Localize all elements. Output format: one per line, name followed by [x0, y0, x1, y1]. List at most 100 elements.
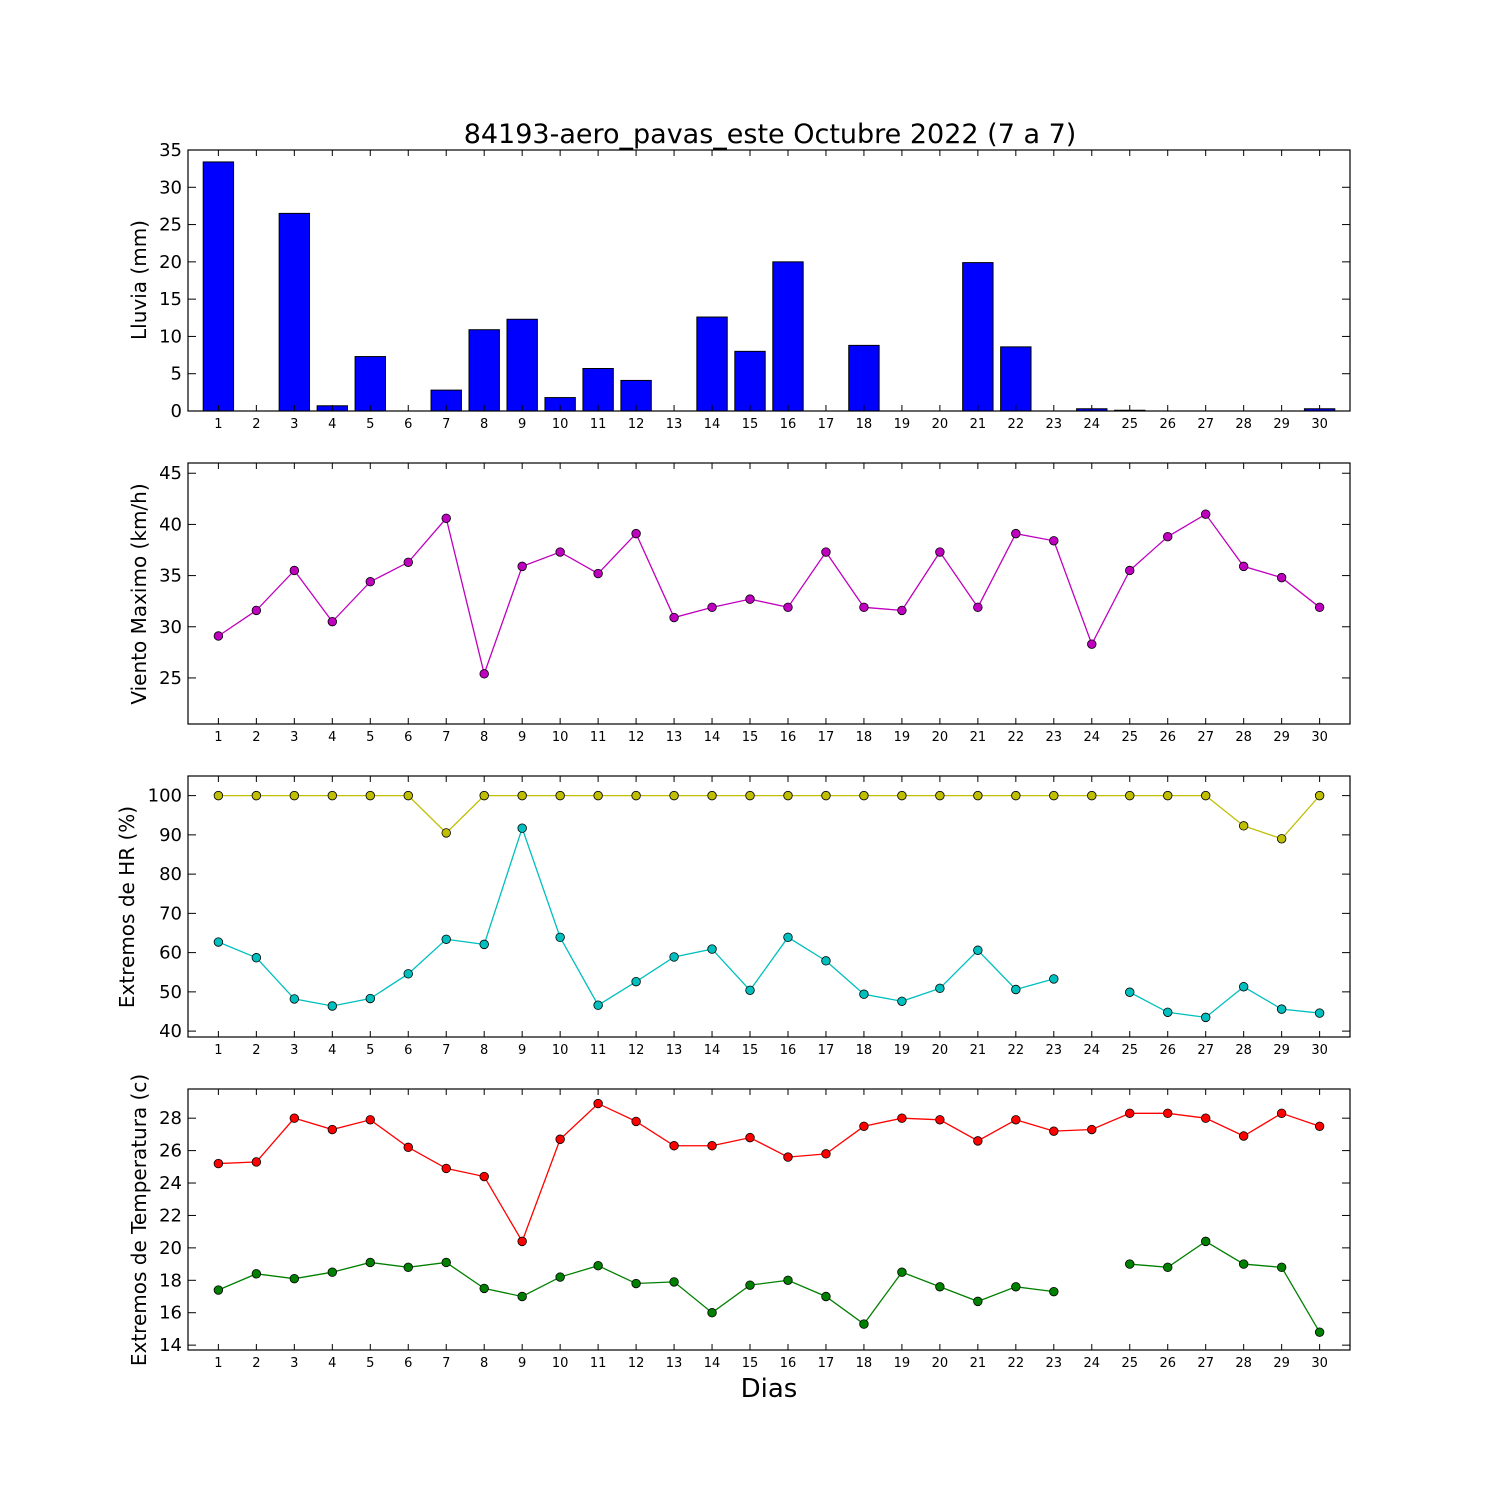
rain-xtick-label: 11	[590, 417, 607, 432]
temperature-data-point	[1163, 1108, 1173, 1119]
temperature-data-point	[289, 1273, 300, 1284]
humidity-series-line	[218, 794, 1321, 840]
temperature-xtick-label: 18	[856, 1356, 873, 1371]
wind-data-point	[821, 547, 831, 557]
temperature-xtick-label: 21	[970, 1356, 987, 1371]
rain-xtick-label: 30	[1311, 417, 1328, 432]
temperature-xtick-label: 5	[366, 1356, 374, 1371]
rain-xtick-label: 18	[856, 417, 873, 432]
humidity-data-point	[593, 790, 603, 801]
humidity-data-point	[1314, 790, 1325, 801]
temperature-data-point	[251, 1157, 262, 1167]
wind-series-line	[218, 513, 1321, 677]
rain-bars	[202, 161, 1336, 412]
wind-xtick-label: 27	[1197, 730, 1214, 745]
temperature-xtick-label: 30	[1311, 1356, 1328, 1371]
temperature-data-point	[1125, 1259, 1135, 1269]
temperature-xtick-label: 11	[590, 1356, 607, 1371]
rain-xtick-label: 5	[366, 417, 374, 432]
temperature-data-point	[1163, 1262, 1173, 1273]
wind-series	[213, 509, 1325, 679]
wind-data-point	[973, 602, 983, 613]
rain-ytick-label: 30	[159, 177, 182, 198]
temperature-data-point	[593, 1261, 603, 1271]
humidity-xtick-label: 5	[366, 1043, 374, 1058]
humidity-series	[213, 790, 1325, 1023]
rain-xtick-label: 13	[666, 417, 683, 432]
temperature-xtick-label: 23	[1046, 1356, 1063, 1371]
rain-xtick-label: 15	[742, 417, 759, 432]
wind-data-point	[631, 528, 641, 539]
wind-data-point	[745, 594, 755, 604]
humidity-data-point	[1276, 834, 1287, 844]
humidity-xtick-label: 22	[1008, 1043, 1025, 1058]
temperature-data-point	[1314, 1121, 1325, 1131]
rain-xtick-label: 7	[442, 417, 450, 432]
temperature-ytick-label: 16	[159, 1303, 182, 1324]
temperature-xtick-label: 13	[666, 1356, 683, 1371]
humidity-data-point	[555, 790, 565, 801]
humidity-data-point	[859, 790, 869, 801]
temperature-xtick-label: 10	[552, 1356, 569, 1371]
humidity-xtick-label: 20	[932, 1043, 949, 1058]
x-axis-label: Dias	[741, 1374, 798, 1404]
temperature-data-point	[403, 1262, 413, 1273]
humidity-data-point	[1163, 1007, 1173, 1017]
humidity-data-point	[707, 790, 717, 801]
humidity-xtick-label: 8	[480, 1043, 488, 1058]
wind-data-point	[251, 605, 262, 616]
temperature-data-point	[327, 1124, 338, 1135]
wind-xtick-label: 12	[628, 730, 645, 745]
rain-bar	[202, 161, 235, 412]
humidity-data-point	[745, 985, 755, 995]
wind-data-point	[783, 602, 793, 613]
humidity-xtick-label: 6	[404, 1043, 412, 1058]
rain-xtick-label: 29	[1273, 417, 1290, 432]
rain-xtick-label: 2	[252, 417, 260, 432]
humidity-xtick-label: 9	[518, 1043, 526, 1058]
wind-data-point	[669, 612, 679, 623]
wind-xtick-label: 16	[780, 730, 797, 745]
wind-data-point	[441, 513, 451, 523]
humidity-data-point	[403, 969, 413, 979]
humidity-data-point	[1314, 1008, 1325, 1018]
wind-xtick-label: 1	[214, 730, 222, 745]
temperature-ytick-label: 20	[159, 1238, 182, 1259]
temperature-data-point	[821, 1149, 831, 1159]
humidity-data-point	[669, 952, 679, 962]
humidity-xtick-label: 15	[742, 1043, 759, 1058]
humidity-data-point	[593, 1000, 603, 1010]
humidity-ytick-label: 60	[159, 943, 182, 964]
wind-data-point	[517, 561, 527, 572]
temperature-data-point	[289, 1113, 300, 1123]
temperature-data-point	[821, 1291, 831, 1302]
humidity-data-point	[327, 1001, 338, 1011]
temperature-xtick-label: 8	[480, 1356, 488, 1371]
temperature-data-point	[897, 1267, 907, 1277]
wind-xtick-label: 28	[1235, 730, 1252, 745]
temperature-ytick-label: 26	[159, 1141, 182, 1162]
temperature-data-point	[327, 1267, 338, 1277]
temperature-xtick-label: 3	[290, 1356, 298, 1371]
temperature-data-point	[1238, 1259, 1249, 1269]
temperature-data-point	[631, 1116, 641, 1127]
humidity-xtick-label: 27	[1197, 1043, 1214, 1058]
humidity-data-point	[1125, 790, 1135, 801]
temperature-data-point	[859, 1319, 869, 1329]
wind-xtick-label: 19	[894, 730, 911, 745]
temperature-data-point	[1200, 1113, 1211, 1123]
temperature-data-point	[1125, 1108, 1135, 1119]
humidity-data-point	[631, 976, 641, 987]
humidity-data-point	[441, 934, 451, 944]
wind-data-point	[213, 631, 224, 641]
wind-xtick-label: 17	[818, 730, 835, 745]
humidity-data-point	[213, 937, 224, 947]
wind-data-point	[1049, 536, 1059, 546]
wind-xtick-label: 10	[552, 730, 569, 745]
wind-xtick-label: 26	[1159, 730, 1176, 745]
wind-xtick-label: 6	[404, 730, 412, 745]
rain-xtick-label: 20	[932, 417, 949, 432]
